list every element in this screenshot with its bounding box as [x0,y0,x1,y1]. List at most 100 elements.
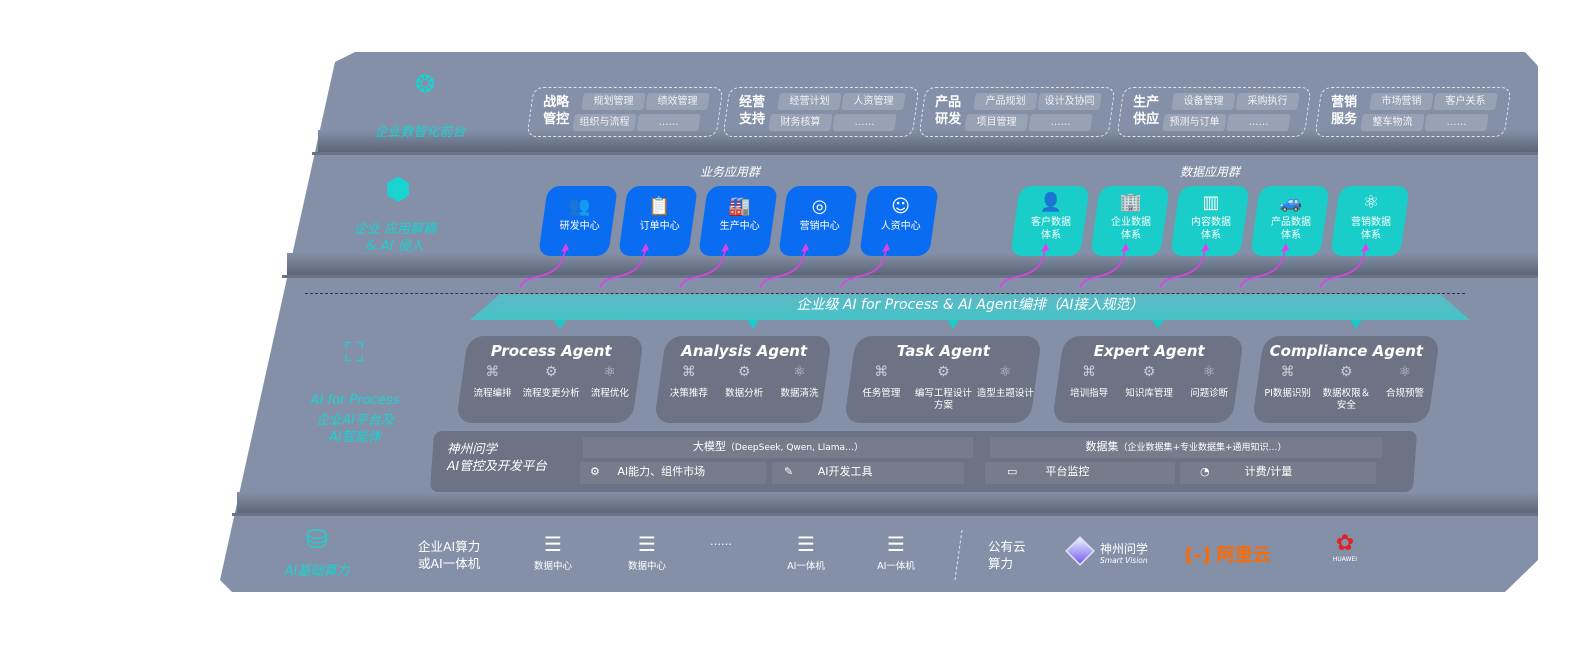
capability-icon: ⚙ [1142,364,1156,380]
agent-capability: ⚙ 知识库管理 [1119,364,1178,400]
arrowhead [1121,243,1129,252]
down-arrow-icon [1350,320,1362,329]
capability-label: 流程变更分析 [522,388,580,399]
capability-icon: ⚛ [1398,364,1412,380]
connector-arrow [599,249,646,289]
smartvision-en: Smart Vision [1100,556,1148,565]
devtools-button[interactable]: ✎ AI开发工具 [772,462,964,484]
agent-capability: ⌘ 决策推荐 [661,364,716,400]
band-divider [287,253,1538,275]
capability-label: 决策推荐 [669,388,708,399]
capability-icon: ⌘ [681,364,696,380]
capability-icon: ⚙ [937,364,950,380]
arrowhead [641,243,649,252]
agent-card[interactable]: Analysis Agent ⌘ 决策推荐 ⚙ 数据分析 ⚛ 数据清洗 [653,336,833,423]
capability-label: 知识库管理 [1125,388,1173,399]
arrowhead [1041,243,1049,252]
capability-icon: ⚛ [1202,364,1216,380]
server-datacenter: ☰ 数据中心 [622,532,672,572]
agent-name: Expert Agent [1093,342,1205,360]
smartvision-cn: 神州问学 [1100,542,1149,556]
capability-icon: ⌘ [874,364,889,380]
capability-label: 数据权限＆ 安全 [1322,388,1371,411]
agent-capability: ⚛ 合规预警 [1376,364,1434,412]
capability-label: 编写工程设计方案 [914,388,972,411]
platform-title: 神州问学 AI管控及开发平台 [447,441,547,473]
capability-icon: ⌘ [1082,364,1097,380]
model-label: 大模型 [692,440,726,453]
down-arrow-icon [1152,320,1164,329]
capability-label: 数据清洗 [780,388,819,399]
ai-label-en: AI for Process [310,393,400,408]
database-icon: ⛁ [306,525,328,555]
agent-name: Compliance Agent [1269,342,1424,360]
capability-icon: ⌘ [1280,364,1295,380]
down-arrow-icon [947,320,959,329]
ai-banner-text: 企业级 AI for Process & AI Agent编排（AI接入规范） [796,297,1144,313]
agent-capability: ⚛ 流程优化 [581,364,639,400]
dataset-label: 数据集 [1085,440,1119,453]
ai-banner [470,294,1470,320]
agent-name: Task Agent [896,342,990,360]
agent-capability: ⚙ 编写工程设计方案 [913,364,974,412]
arrowhead [561,243,569,252]
band-divider [232,513,1538,516]
huawei-text: HUAWEI [1332,556,1358,563]
server-label: AI一体机 [877,561,915,572]
agent-capability: ⌘ 流程编排 [463,364,521,400]
connector-arrow [759,249,806,289]
model-note: （DeepSeek, Qwen, Llama…） [725,443,864,453]
capability-icon: ⚙ [737,364,751,380]
agent-capability: ⚛ 数据清洗 [772,364,827,400]
capability-icon: ⚛ [999,364,1012,380]
band-divider [237,492,1538,514]
billing-button[interactable]: ◔ 计费/计量 [1180,462,1376,484]
agent-card[interactable]: Task Agent ⌘ 任务管理 ⚙ 编写工程设计方案 ⚛ 造型主题设计 [843,336,1043,423]
server-icon: ☰ [544,532,562,556]
server-icon: ☰ [638,532,656,556]
ai-label-cn: 企业AI平台及 AI智能体 [316,413,394,445]
connector-arrow [1079,249,1126,289]
capability-icon: ⚛ [793,364,806,380]
capability-label: 合规预警 [1385,388,1424,399]
capability-icon: ⌘ [485,364,500,380]
monitor-button[interactable]: ▭ 平台监控 [985,462,1175,484]
capability-label: 问题诊断 [1190,388,1229,399]
agent-capability: ⚙ 数据分析 [717,364,772,400]
agent-card[interactable]: Process Agent ⌘ 流程编排 ⚙ 流程变更分析 ⚛ 流程优化 [455,336,645,423]
infra-label: AI基础算力 [284,564,350,579]
agent-card[interactable]: Compliance Agent ⌘ PI数据识别 ⚙ 数据权限＆ 安全 ⚛ 合规预警 [1251,336,1441,423]
capability-label: 培训指导 [1070,388,1109,399]
arrowhead [1281,243,1289,252]
connector-arrow [999,249,1046,289]
apps-label: 企业 应用解耦 & AI 侵入 [353,222,437,254]
band-divider [318,130,1538,152]
capability-label: 流程优化 [590,388,629,399]
connector-arrow [1319,249,1366,289]
model-bar: 大模型（DeepSeek, Qwen, Llama…） [583,437,973,458]
billing-label: 计费/计量 [1244,465,1293,478]
agent-name: Analysis Agent [681,342,808,360]
huawei-logo: ✿ HUAWEI [1328,532,1362,564]
capability-icon: ⚙ [1340,364,1353,380]
enterprise-compute: 企业AI算力 或AI一体机 [418,539,481,571]
agent-capability: ⌘ 任务管理 [851,364,912,412]
capability-icon: ⚙ [544,364,558,380]
arrowhead [721,243,729,252]
laptop-icon: ▭ [1007,465,1018,478]
server-datacenter: ☰ 数据中心 [528,532,578,572]
connector-arrow [1159,249,1206,289]
agent-card[interactable]: Expert Agent ⌘ 培训指导 ⚙ 知识库管理 ⚛ 问题诊断 [1051,336,1245,423]
dataset-bar: 数据集（企业数据集+专业数据集+通用知识…） [990,437,1382,458]
front-label: 企业数智化前台 [374,125,466,140]
server-label: 数据中心 [627,561,666,572]
down-arrow-icon [554,320,566,329]
devtools-icon: ✎ [784,465,794,478]
down-arrow-icon [747,320,759,329]
market-button[interactable]: ⚙ AI能力、组件市场 [580,462,766,484]
capability-icon: ⚛ [603,364,617,380]
arrowhead [801,243,809,252]
server-icon: ☰ [797,532,815,556]
business-title: 业务应用群 [700,165,761,179]
public-compute: 公有云 算力 [988,539,1026,571]
